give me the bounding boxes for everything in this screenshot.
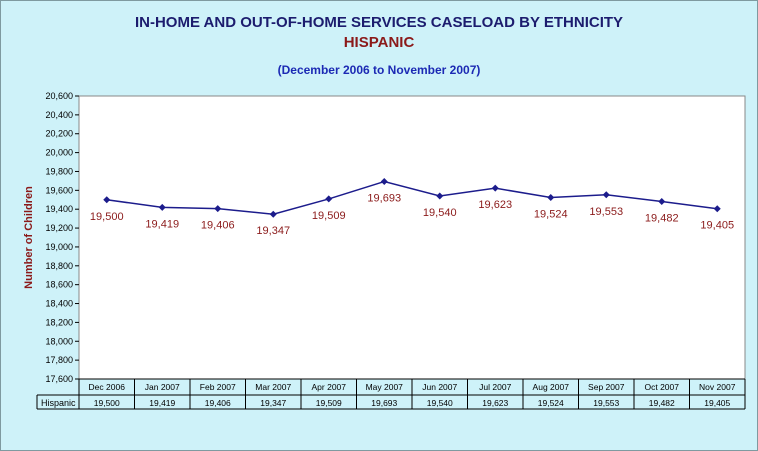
table-cell-value: 19,482	[649, 398, 675, 408]
y-tick-label: 19,400	[45, 204, 73, 214]
y-tick-label: 18,200	[45, 317, 73, 327]
data-label: 19,419	[145, 218, 179, 230]
data-point-marker	[158, 203, 166, 211]
y-tick-label: 19,600	[45, 185, 73, 195]
data-label: 19,509	[312, 210, 346, 222]
data-point-marker	[214, 205, 222, 213]
data-point-marker	[491, 184, 499, 192]
x-category-label: Nov 2007	[699, 382, 736, 392]
x-category-label: Dec 2006	[89, 382, 126, 392]
data-point-marker	[436, 192, 444, 200]
y-tick-label: 18,000	[45, 336, 73, 346]
y-tick-label: 17,600	[45, 374, 73, 384]
table-cell-value: 19,347	[260, 398, 286, 408]
table-cell-value: 19,419	[149, 398, 175, 408]
y-tick-label: 20,600	[45, 91, 73, 101]
y-tick-label: 20,400	[45, 110, 73, 120]
data-label: 19,623	[478, 199, 512, 211]
data-label: 19,693	[367, 193, 401, 205]
data-label: 19,500	[90, 211, 124, 223]
x-category-label: Jan 2007	[145, 382, 180, 392]
data-label: 19,553	[589, 206, 623, 218]
data-label: 19,540	[423, 207, 457, 219]
data-label: 19,406	[201, 220, 235, 232]
y-tick-label: 19,800	[45, 166, 73, 176]
y-tick-label: 19,200	[45, 223, 73, 233]
data-label: 19,347	[256, 225, 290, 237]
data-point-marker	[103, 196, 111, 204]
x-category-label: Mar 2007	[255, 382, 291, 392]
x-category-label: Oct 2007	[645, 382, 680, 392]
x-category-label: Feb 2007	[200, 382, 236, 392]
table-cell-value: 19,500	[94, 398, 120, 408]
plot-area	[78, 95, 746, 380]
y-tick-label: 18,800	[45, 261, 73, 271]
table-cell-value: 19,405	[704, 398, 730, 408]
data-label: 19,405	[700, 220, 734, 232]
y-tick-label: 20,200	[45, 129, 73, 139]
data-point-marker	[269, 210, 277, 218]
data-point-marker	[658, 197, 666, 205]
table-cell-value: 19,623	[482, 398, 508, 408]
data-label: 19,482	[645, 212, 679, 224]
y-tick-label: 20,000	[45, 148, 73, 158]
data-point-marker	[325, 195, 333, 203]
table-cell-value: 19,509	[316, 398, 342, 408]
x-category-label: Aug 2007	[533, 382, 570, 392]
x-category-label: Jun 2007	[422, 382, 457, 392]
y-axis-label: Number of Children	[23, 186, 35, 289]
data-point-marker	[602, 191, 610, 199]
date-range-label: (December 2006 to November 2007)	[277, 63, 481, 77]
chart-title: IN-HOME AND OUT-OF-HOME SERVICES CASELOA…	[134, 14, 624, 31]
y-tick-label: 17,800	[45, 355, 73, 365]
data-point-marker	[547, 194, 555, 202]
table-cell-value: 19,693	[371, 398, 397, 408]
series-line	[106, 180, 718, 215]
y-tick-label: 18,400	[45, 299, 73, 309]
y-tick-label: 19,000	[45, 242, 73, 252]
table-cell-value: 19,553	[593, 398, 619, 408]
chart-subtitle: HISPANIC	[343, 34, 415, 51]
data-label: 19,524	[534, 209, 568, 221]
data-point-marker	[380, 178, 388, 186]
x-category-label: Jul 2007	[479, 382, 511, 392]
data-point-marker	[713, 205, 721, 213]
table-cell-value: 19,406	[205, 398, 231, 408]
table-cell-value: 19,540	[427, 398, 453, 408]
x-category-label: Apr 2007	[312, 382, 347, 392]
y-tick-label: 18,600	[45, 280, 73, 290]
x-category-label: May 2007	[366, 382, 404, 392]
x-category-label: Sep 2007	[588, 382, 625, 392]
table-cell-value: 19,524	[538, 398, 564, 408]
table-series-name: Hispanic	[41, 398, 76, 408]
